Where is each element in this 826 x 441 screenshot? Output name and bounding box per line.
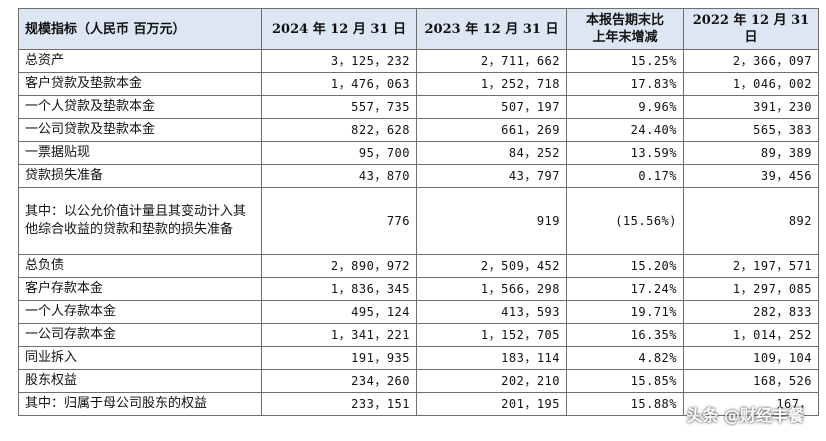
row-value: 168，526: [683, 369, 819, 393]
row-value: 776: [261, 187, 417, 255]
row-value: 391，230: [683, 95, 819, 119]
row-label: 一个人贷款及垫款本金: [18, 95, 262, 119]
row-value: 1，341，221: [261, 323, 417, 347]
row-value: 183，114: [416, 346, 567, 370]
table-row: 客户贷款及垫款本金 1，476，063 1，252，718 17.83% 1，046，0…: [18, 72, 819, 96]
row-value: 495，124: [261, 300, 417, 324]
row-value: 282，833: [683, 300, 819, 324]
table-row: 一公司贷款及垫款本金 822，628 661，269 24.40% 565，383: [18, 118, 819, 142]
row-value: 2，509，452: [416, 254, 567, 278]
row-value: 17.24%: [566, 277, 684, 301]
row-label: 同业拆入: [18, 346, 262, 370]
table-row: 股东权益 234，260 202，210 15.85% 168，526: [18, 369, 819, 393]
row-value: 19.71%: [566, 300, 684, 324]
header-indicator: 规模指标（人民币 百万元）: [18, 8, 262, 50]
row-value: 507，197: [416, 95, 567, 119]
row-value: 1，297，085: [683, 277, 819, 301]
table-row: 一个人贷款及垫款本金 557，735 507，197 9.96% 391，230: [18, 95, 819, 119]
scale-indicators-table: 规模指标（人民币 百万元） 2024 年 12 月 31 日 2023 年 12…: [18, 8, 819, 416]
row-value: 202，210: [416, 369, 567, 393]
row-label: 一票据贴现: [18, 141, 262, 165]
row-value: 892: [683, 187, 819, 255]
row-value: 95，700: [261, 141, 417, 165]
header-2024: 2024 年 12 月 31 日: [261, 8, 417, 50]
table-body: 总资产 3，125，232 2，711，662 15.25% 2，366，097 客户贷款…: [18, 49, 819, 416]
row-label: 其中：归属于母公司股东的权益: [18, 392, 262, 416]
header-2022: 2022 年 12 月 31 日: [683, 8, 819, 50]
row-value: 1，476，063: [261, 72, 417, 96]
row-value: 43，797: [416, 164, 567, 188]
row-value: 89，389: [683, 141, 819, 165]
row-value: 1，836，345: [261, 277, 417, 301]
row-label: 贷款损失准备: [18, 164, 262, 188]
row-label: 一公司贷款及垫款本金: [18, 118, 262, 142]
row-value: 234，260: [261, 369, 417, 393]
row-value: 919: [416, 187, 567, 255]
row-value: (15.56%): [566, 187, 684, 255]
table-row: 总资产 3，125，232 2，711，662 15.25% 2，366，097: [18, 49, 819, 73]
row-value: 15.85%: [566, 369, 684, 393]
table-row: 其中：归属于母公司股东的权益 233，151 201，195 15.88% 167，: [18, 392, 819, 416]
row-value: 3，125，232: [261, 49, 417, 73]
table-row: 同业拆入 191，935 183，114 4.82% 109，104: [18, 346, 819, 370]
row-value: 167，: [683, 392, 819, 416]
row-value: 2，366，097: [683, 49, 819, 73]
row-value: 201，195: [416, 392, 567, 416]
row-value: 84，252: [416, 141, 567, 165]
table-row: 客户存款本金 1，836，345 1，566，298 17.24% 1，297，085: [18, 277, 819, 301]
row-label: 股东权益: [18, 369, 262, 393]
row-value: 15.20%: [566, 254, 684, 278]
row-value: 1，014，252: [683, 323, 819, 347]
row-label: 总负债: [18, 254, 262, 278]
row-value: 557，735: [261, 95, 417, 119]
table-row: 一公司存款本金 1，341，221 1，152，705 16.35% 1，014，252: [18, 323, 819, 347]
row-value: 43，870: [261, 164, 417, 188]
row-value: 1，252，718: [416, 72, 567, 96]
row-value: 17.83%: [566, 72, 684, 96]
row-value: 1，566，298: [416, 277, 567, 301]
row-value: 1，046，002: [683, 72, 819, 96]
row-value: 1，152，705: [416, 323, 567, 347]
row-value: 2，890，972: [261, 254, 417, 278]
row-label: 总资产: [18, 49, 262, 73]
row-value: 16.35%: [566, 323, 684, 347]
row-value: 822，628: [261, 118, 417, 142]
header-2023: 2023 年 12 月 31 日: [416, 8, 567, 50]
row-value: 13.59%: [566, 141, 684, 165]
row-value: 24.40%: [566, 118, 684, 142]
row-value: 565，383: [683, 118, 819, 142]
row-label: 客户贷款及垫款本金: [18, 72, 262, 96]
financial-table-container: 规模指标（人民币 百万元） 2024 年 12 月 31 日 2023 年 12…: [18, 8, 819, 432]
row-label: 一公司存款本金: [18, 323, 262, 347]
row-value: 39，456: [683, 164, 819, 188]
row-value: 233，151: [261, 392, 417, 416]
table-header-row: 规模指标（人民币 百万元） 2024 年 12 月 31 日 2023 年 12…: [18, 8, 819, 50]
table-row: 一票据贴现 95，700 84，252 13.59% 89，389: [18, 141, 819, 165]
row-label: 其中：以公允价值计量且其变动计入其他综合收益的贷款和垫款的损失准备: [18, 187, 262, 255]
row-value: 15.25%: [566, 49, 684, 73]
row-value: 109，104: [683, 346, 819, 370]
row-value: 0.17%: [566, 164, 684, 188]
row-value: 2，711，662: [416, 49, 567, 73]
table-row: 一个人存款本金 495，124 413，593 19.71% 282，833: [18, 300, 819, 324]
table-row: 贷款损失准备 43，870 43，797 0.17% 39，456: [18, 164, 819, 188]
row-value: 15.88%: [566, 392, 684, 416]
row-value: 191，935: [261, 346, 417, 370]
row-value: 2，197，571: [683, 254, 819, 278]
row-value: 9.96%: [566, 95, 684, 119]
row-value: 4.82%: [566, 346, 684, 370]
row-value: 661，269: [416, 118, 567, 142]
header-change: 本报告期末比 上年末增减: [566, 8, 684, 50]
row-value: 413，593: [416, 300, 567, 324]
row-label: 一个人存款本金: [18, 300, 262, 324]
table-row: 其中：以公允价值计量且其变动计入其他综合收益的贷款和垫款的损失准备 776 919(…: [18, 187, 819, 255]
row-label: 客户存款本金: [18, 277, 262, 301]
table-row: 总负债 2，890，972 2，509，452 15.20% 2，197，571: [18, 254, 819, 278]
